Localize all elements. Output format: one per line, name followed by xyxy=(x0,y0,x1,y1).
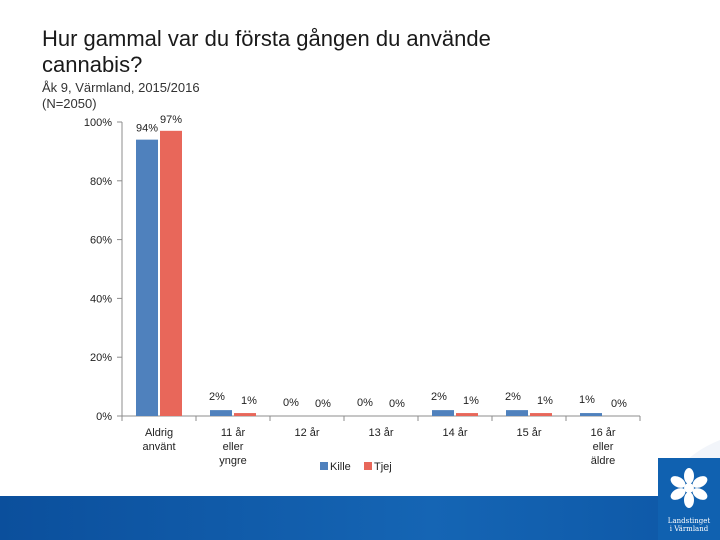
data-label-tjej: 0% xyxy=(315,398,331,410)
data-label-kille: 2% xyxy=(505,391,521,403)
data-label-tjej: 0% xyxy=(611,398,627,410)
data-label-tjej: 0% xyxy=(389,398,405,410)
data-label-tjej: 1% xyxy=(537,395,553,407)
x-tick-label: 12 år xyxy=(294,427,319,439)
x-tick-label: 16 år eller äldre xyxy=(590,427,615,467)
y-tick-label: 40% xyxy=(90,293,112,305)
x-tick-label: 13 år xyxy=(368,427,393,439)
y-tick-label: 20% xyxy=(90,352,112,364)
y-tick-label: 80% xyxy=(90,176,112,188)
flower-logo-icon xyxy=(670,468,708,508)
data-label-kille: 1% xyxy=(579,394,595,406)
x-tick-label: 15 år xyxy=(516,427,541,439)
x-tick-label: 11 år eller yngre xyxy=(219,427,247,467)
chart-title: Hur gammal var du första gången du använ… xyxy=(42,26,491,77)
data-label-kille: 0% xyxy=(357,397,373,409)
bar-tjej xyxy=(530,413,552,416)
data-label-tjej: 1% xyxy=(241,395,257,407)
bar-kille xyxy=(506,410,528,416)
legend-swatch-kille xyxy=(320,462,328,470)
x-tick-label: 14 år xyxy=(442,427,467,439)
bar-tjej xyxy=(234,413,256,416)
bar-chart: 0% 20% 40% 60% 80% 100% 94%97% Aldrig använt 2% 1%… xyxy=(84,114,641,473)
bar-kille xyxy=(210,410,232,416)
data-label-kille: 2% xyxy=(209,391,225,403)
x-tick-label: Aldrig använt xyxy=(142,427,175,453)
data-label-kille: 0% xyxy=(283,397,299,409)
legend-label-kille: Kille xyxy=(330,461,351,473)
y-tick-label: 100% xyxy=(84,117,112,129)
y-tick-label: 0% xyxy=(96,411,112,423)
bar-tjej xyxy=(160,130,182,416)
chart-subtitle: Åk 9, Värmland, 2015/2016 xyxy=(42,80,200,95)
sample-size-label: (N=2050) xyxy=(42,96,97,111)
y-tick-label: 60% xyxy=(90,235,112,247)
data-label-kille: 94% xyxy=(136,123,158,135)
data-label-kille: 2% xyxy=(431,391,447,403)
bar-kille xyxy=(136,139,158,416)
data-label-tjej: 1% xyxy=(463,395,479,407)
bar-kille xyxy=(432,410,454,416)
bar-kille xyxy=(580,413,602,416)
bar-tjej xyxy=(456,413,478,416)
logo-text: Landstinget i Värmland xyxy=(661,517,717,533)
logo xyxy=(658,458,720,540)
logo-text-line1: Landstinget xyxy=(667,517,711,525)
footer-band xyxy=(0,496,720,540)
logo-text-line2: i Värmland xyxy=(669,525,709,533)
data-label-tjej: 97% xyxy=(160,114,182,126)
legend-swatch-tjej xyxy=(364,462,372,470)
legend-label-tjej: Tjej xyxy=(374,461,392,473)
